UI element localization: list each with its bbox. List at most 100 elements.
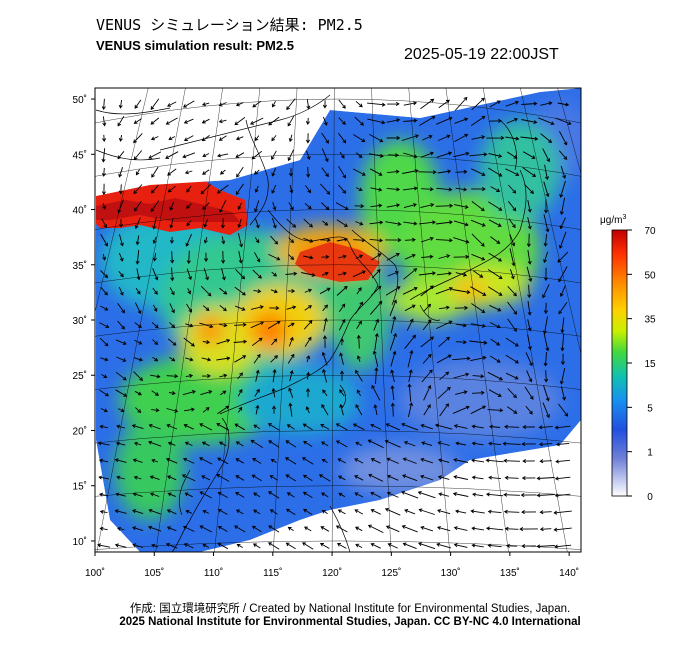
wind-arrow bbox=[558, 403, 569, 417]
wind-arrow bbox=[387, 543, 398, 549]
wind-arrow bbox=[488, 219, 502, 227]
wind-arrow bbox=[288, 336, 294, 347]
wind-arrow bbox=[168, 391, 176, 396]
wind-arrow bbox=[119, 219, 124, 228]
wind-arrow bbox=[200, 390, 213, 396]
wind-arrow bbox=[136, 268, 141, 281]
wind-arrow bbox=[151, 166, 159, 178]
wind-arrow bbox=[169, 201, 175, 211]
wind-arrow bbox=[560, 317, 565, 334]
wind-arrow bbox=[386, 474, 399, 481]
wind-arrow bbox=[544, 199, 549, 214]
wind-arrow bbox=[437, 475, 450, 480]
wind-arrow bbox=[303, 508, 313, 515]
wind-arrow bbox=[453, 526, 468, 531]
wind-arrow bbox=[390, 350, 397, 367]
wind-arrow bbox=[489, 355, 501, 363]
wind-arrow bbox=[321, 254, 330, 259]
wind-arrow bbox=[134, 99, 142, 109]
wind-arrow bbox=[289, 184, 294, 194]
wind-arrow bbox=[472, 374, 485, 379]
wind-arrow bbox=[99, 492, 109, 497]
wind-arrow bbox=[473, 270, 484, 278]
wind-arrow bbox=[373, 404, 378, 416]
wind-arrow bbox=[436, 320, 453, 330]
colorbar-gradient bbox=[611, 229, 628, 497]
wind-arrow bbox=[469, 152, 488, 157]
wind-arrow bbox=[102, 202, 107, 210]
wind-arrow bbox=[418, 508, 435, 515]
wind-arrow bbox=[339, 352, 344, 365]
wind-arrow bbox=[253, 353, 261, 364]
wind-arrow bbox=[287, 353, 295, 364]
wind-arrow bbox=[355, 187, 363, 192]
wind-arrow bbox=[285, 271, 298, 276]
wind-arrow bbox=[490, 338, 501, 346]
wind-arrow bbox=[488, 389, 502, 397]
wind-arrow bbox=[235, 475, 245, 481]
wind-arrow bbox=[436, 116, 453, 125]
wind-arrow bbox=[453, 372, 470, 379]
wind-arrow bbox=[118, 167, 124, 178]
wind-arrow bbox=[305, 185, 312, 194]
wind-arrow bbox=[186, 185, 192, 193]
wind-arrow bbox=[152, 287, 158, 295]
wind-arrow bbox=[387, 153, 399, 158]
wind-arrow bbox=[321, 167, 329, 178]
wind-arrow bbox=[509, 234, 516, 247]
wind-arrow bbox=[436, 526, 451, 532]
wind-arrow bbox=[99, 458, 109, 463]
wind-arrow bbox=[186, 220, 192, 227]
wind-arrow bbox=[453, 543, 468, 548]
wind-arrow bbox=[219, 323, 228, 328]
wind-arrow bbox=[338, 318, 346, 331]
wind-arrow bbox=[287, 526, 294, 531]
wind-arrow bbox=[148, 508, 161, 515]
wind-arrow bbox=[525, 352, 533, 367]
wind-arrow bbox=[252, 543, 261, 549]
wind-arrow bbox=[115, 371, 127, 381]
wind-arrow bbox=[559, 130, 568, 146]
wind-arrow bbox=[99, 509, 108, 514]
wind-arrow bbox=[134, 390, 142, 396]
wind-arrow bbox=[369, 134, 384, 143]
wind-arrow bbox=[167, 441, 176, 446]
wind-arrow bbox=[336, 285, 348, 296]
wind-arrow bbox=[165, 151, 179, 159]
wind-arrow bbox=[286, 492, 295, 498]
wind-arrow bbox=[560, 353, 565, 366]
wind-arrow bbox=[114, 458, 127, 463]
wind-arrow bbox=[504, 475, 519, 480]
wind-arrow bbox=[386, 253, 400, 261]
wind-arrow bbox=[453, 237, 470, 244]
wind-arrow bbox=[152, 236, 157, 244]
wind-arrow bbox=[355, 301, 363, 315]
wind-arrow bbox=[304, 288, 313, 293]
wind-arrow bbox=[185, 509, 192, 514]
wind-arrow bbox=[352, 168, 366, 176]
wind-arrow bbox=[506, 543, 518, 548]
wind-arrow bbox=[557, 251, 569, 263]
wind-arrow bbox=[288, 168, 293, 177]
wind-arrow bbox=[217, 525, 228, 532]
wind-arrow bbox=[254, 252, 261, 263]
lat-tick-label: 15˚ bbox=[73, 481, 87, 493]
wind-arrow bbox=[470, 286, 487, 296]
wind-arrow bbox=[543, 385, 550, 402]
wind-arrow bbox=[554, 544, 572, 549]
wind-arrow bbox=[286, 305, 297, 310]
wind-arrow bbox=[169, 236, 174, 244]
wind-arrow bbox=[216, 338, 231, 345]
wind-arrow bbox=[250, 439, 264, 448]
wind-arrow bbox=[183, 337, 195, 347]
wind-arrow bbox=[385, 238, 402, 243]
wind-arrow bbox=[186, 268, 192, 281]
wind-arrow bbox=[285, 508, 296, 516]
wind-arrow bbox=[455, 272, 468, 277]
wind-arrow bbox=[166, 509, 177, 515]
wind-arrow bbox=[253, 289, 262, 294]
wind-arrow bbox=[453, 424, 468, 429]
wind-arrow bbox=[99, 337, 109, 347]
wind-arrow bbox=[118, 134, 123, 142]
wind-arrow bbox=[267, 423, 280, 431]
